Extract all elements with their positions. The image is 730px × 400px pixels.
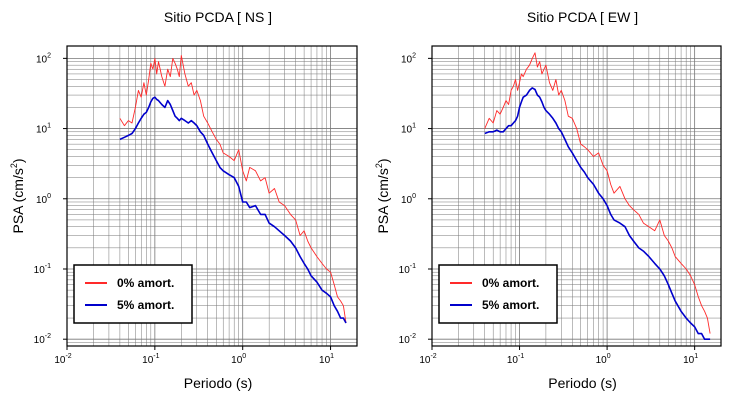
legend-label: 0% amort. [482,276,539,290]
y-tick-label: 100 [36,193,51,206]
y-tick-label: 10-2 [34,333,51,346]
x-axis-label: Periodo (s) [184,375,252,391]
legend-label: 5% amort. [117,298,174,312]
legend-label: 5% amort. [482,298,539,312]
x-tick-label: 101 [319,353,334,366]
x-tick-label: 100 [596,353,611,366]
x-tick-label: 10-1 [507,353,524,366]
legend: 0% amort. 5% amort. [73,264,193,324]
chart-panel-2: Sitio PCDA [ EW ] 10-2 10-1 100 101 10-2 10-1 1… [374,9,722,391]
series-line-damping-5 [484,87,711,341]
x-tick-label: 10-2 [54,353,71,366]
y-tick-label: 100 [401,193,416,206]
y-tick-label: 10-2 [399,333,416,346]
chart-panel-1: Sitio PCDA [ NS ] 10-2 10-1 100 101 10-2 10-1 1… [9,9,358,391]
legend-box [438,264,558,324]
y-tick-label: 10-1 [399,263,416,276]
x-tick-label: 101 [683,353,698,366]
y-axis-label: PSA (cm/s2) [374,158,391,233]
chart-title: Sitio PCDA [ NS ] [164,9,272,25]
y-tick-label: 102 [401,52,416,65]
y-tick-label: 101 [401,123,416,136]
x-tick-label: 10-1 [142,353,159,366]
x-tick-label: 10-2 [419,353,436,366]
series-line-damping-5 [119,96,347,324]
y-axis-label: PSA (cm/s2) [9,158,26,233]
x-axis-label: Periodo (s) [548,375,616,391]
legend-label: 0% amort. [117,276,174,290]
x-tick-label: 100 [231,353,246,366]
legend-box [73,264,193,324]
y-tick-label: 10-1 [34,263,51,276]
plot-frame [66,45,358,347]
y-tick-label: 102 [36,52,51,65]
y-tick-label: 101 [36,123,51,136]
series-line-damping-0 [119,55,347,324]
chart-title: Sitio PCDA [ EW ] [527,9,638,25]
plot-frame [431,45,722,347]
series-line-damping-0 [484,52,711,334]
legend: 0% amort. 5% amort. [438,264,558,324]
